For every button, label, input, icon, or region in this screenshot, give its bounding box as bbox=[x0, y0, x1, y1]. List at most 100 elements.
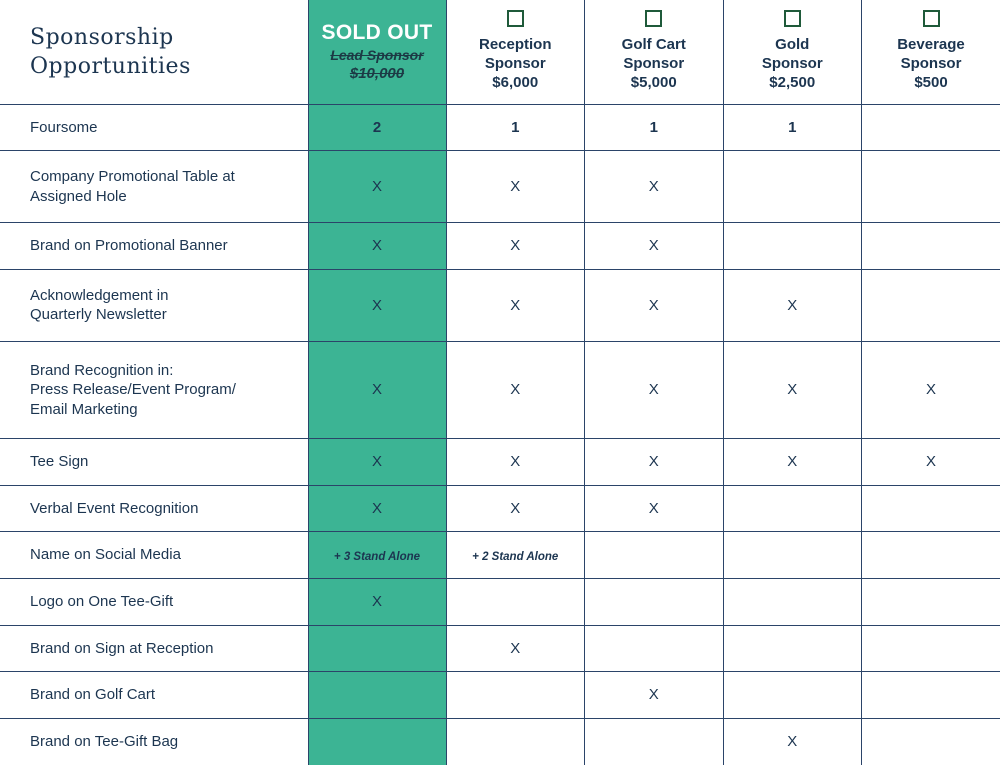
benefit-cell: + 3 Stand Alone bbox=[307, 531, 447, 579]
table-body: Foursome 2 1 1 1 Company Promotional Table at… bbox=[0, 103, 1000, 765]
benefit-note: + 3 Stand Alone bbox=[333, 550, 421, 563]
table-row: Brand on Golf Cart X bbox=[0, 671, 1000, 719]
table-row: Brand on Tee-Gift Bag X bbox=[0, 717, 1000, 765]
benefit-cell bbox=[861, 577, 1000, 626]
included-mark: X bbox=[925, 453, 936, 471]
sponsor-name-line1: Beverage bbox=[897, 36, 965, 53]
benefit-cell: X bbox=[584, 222, 724, 270]
benefit-cell bbox=[722, 671, 862, 719]
included-mark: X bbox=[510, 499, 521, 517]
benefit-cell bbox=[722, 150, 862, 224]
table-row: Logo on One Tee-Gift X bbox=[0, 577, 1000, 626]
included-mark: X bbox=[925, 381, 936, 399]
benefit-cell: 1 bbox=[584, 103, 724, 152]
included-mark: X bbox=[648, 453, 659, 471]
included-mark: X bbox=[510, 381, 521, 399]
benefit-cell: 1 bbox=[445, 103, 585, 152]
included-mark: X bbox=[648, 381, 659, 399]
benefit-cell: X bbox=[584, 484, 724, 533]
sponsor-price: $500 bbox=[914, 74, 948, 91]
quantity-value: 1 bbox=[649, 118, 658, 136]
header-row: Sponsorship Opportunities SOLD OUT Lead … bbox=[0, 0, 1000, 105]
included-mark: X bbox=[371, 296, 382, 314]
included-mark: X bbox=[648, 237, 659, 255]
sponsor-price: $6,000 bbox=[492, 74, 539, 91]
included-mark: X bbox=[510, 237, 521, 255]
reception-sponsor-checkbox[interactable] bbox=[506, 10, 524, 27]
benefit-cell bbox=[584, 577, 724, 626]
included-mark: X bbox=[648, 296, 659, 314]
benefit-cell bbox=[584, 717, 724, 765]
quantity-value: 2 bbox=[372, 118, 382, 136]
included-mark: X bbox=[787, 381, 798, 399]
included-mark: X bbox=[510, 296, 521, 314]
benefit-cell bbox=[861, 717, 1000, 765]
sponsor-name-line2: Sponsor bbox=[623, 55, 685, 72]
included-mark: X bbox=[787, 733, 798, 751]
benefit-cell bbox=[861, 103, 1000, 152]
lead-sponsor-header: SOLD OUT Lead Sponsor $10,000 bbox=[307, 0, 447, 105]
table-row: Acknowledgement in Quarterly Newsletter X… bbox=[0, 268, 1000, 342]
golf-cart-sponsor-checkbox[interactable] bbox=[645, 10, 663, 27]
benefit-label: Brand Recognition in: Press Release/Even… bbox=[0, 340, 309, 440]
benefit-cell: 2 bbox=[307, 103, 447, 152]
golf-cart-sponsor-header: Golf Cart Sponsor $5,000 bbox=[584, 0, 724, 105]
benefit-label: Name on Social Media bbox=[0, 531, 309, 579]
gold-sponsor-checkbox[interactable] bbox=[783, 10, 801, 27]
included-mark: X bbox=[510, 178, 521, 196]
benefit-cell: X bbox=[307, 268, 447, 342]
sponsor-name-line1: Gold bbox=[775, 36, 810, 53]
benefit-cell bbox=[722, 531, 862, 579]
benefit-cell: X bbox=[445, 624, 585, 673]
benefit-cell bbox=[722, 222, 862, 270]
benefit-cell: X bbox=[445, 484, 585, 533]
sponsor-price: $2,500 bbox=[769, 74, 816, 91]
benefit-cell: X bbox=[445, 340, 585, 440]
benefit-cell bbox=[861, 624, 1000, 673]
table-row: Tee Sign X X X X X bbox=[0, 438, 1000, 486]
lead-sponsor-name: Lead Sponsor bbox=[330, 47, 424, 64]
benefit-cell bbox=[861, 531, 1000, 579]
sponsor-name-line2: Sponsor bbox=[900, 55, 962, 72]
benefit-cell bbox=[861, 268, 1000, 342]
benefit-cell bbox=[307, 717, 447, 765]
sold-out-badge: SOLD OUT bbox=[321, 21, 433, 45]
sponsor-name-line2: Sponsor bbox=[761, 55, 823, 72]
included-mark: X bbox=[510, 639, 521, 657]
benefit-cell: X bbox=[584, 671, 724, 719]
benefit-cell: X bbox=[307, 150, 447, 224]
included-mark: X bbox=[787, 296, 798, 314]
benefit-cell bbox=[445, 577, 585, 626]
included-mark: X bbox=[371, 381, 382, 399]
benefit-cell: + 2 Stand Alone bbox=[445, 531, 585, 579]
quantity-value: 1 bbox=[788, 118, 797, 136]
benefit-cell bbox=[722, 577, 862, 626]
table-row: Verbal Event Recognition X X X bbox=[0, 484, 1000, 533]
benefit-cell: X bbox=[584, 340, 724, 440]
included-mark: X bbox=[648, 686, 659, 704]
benefit-cell bbox=[861, 150, 1000, 224]
benefit-label: Brand on Golf Cart bbox=[0, 671, 309, 719]
benefit-cell bbox=[861, 222, 1000, 270]
page-title: Sponsorship Opportunities bbox=[30, 24, 191, 79]
table-row: Foursome 2 1 1 1 bbox=[0, 103, 1000, 152]
table-row: Brand on Promotional Banner X X X bbox=[0, 222, 1000, 270]
benefit-label: Verbal Event Recognition bbox=[0, 484, 309, 533]
table-row: Company Promotional Table at Assigned Ho… bbox=[0, 150, 1000, 224]
benefit-cell bbox=[584, 624, 724, 673]
beverage-sponsor-checkbox[interactable] bbox=[922, 10, 940, 27]
included-mark: X bbox=[648, 499, 659, 517]
included-mark: X bbox=[787, 453, 798, 471]
benefit-cell bbox=[307, 671, 447, 719]
benefit-cell: X bbox=[722, 438, 862, 486]
quantity-value: 1 bbox=[511, 118, 520, 136]
included-mark: X bbox=[510, 453, 521, 471]
benefit-cell: X bbox=[722, 268, 862, 342]
included-mark: X bbox=[648, 178, 659, 196]
included-mark: X bbox=[371, 453, 382, 471]
benefit-cell bbox=[861, 671, 1000, 719]
reception-sponsor-header: Reception Sponsor $6,000 bbox=[445, 0, 585, 105]
benefit-cell: X bbox=[722, 717, 862, 765]
benefit-cell bbox=[584, 531, 724, 579]
benefit-cell: X bbox=[445, 150, 585, 224]
